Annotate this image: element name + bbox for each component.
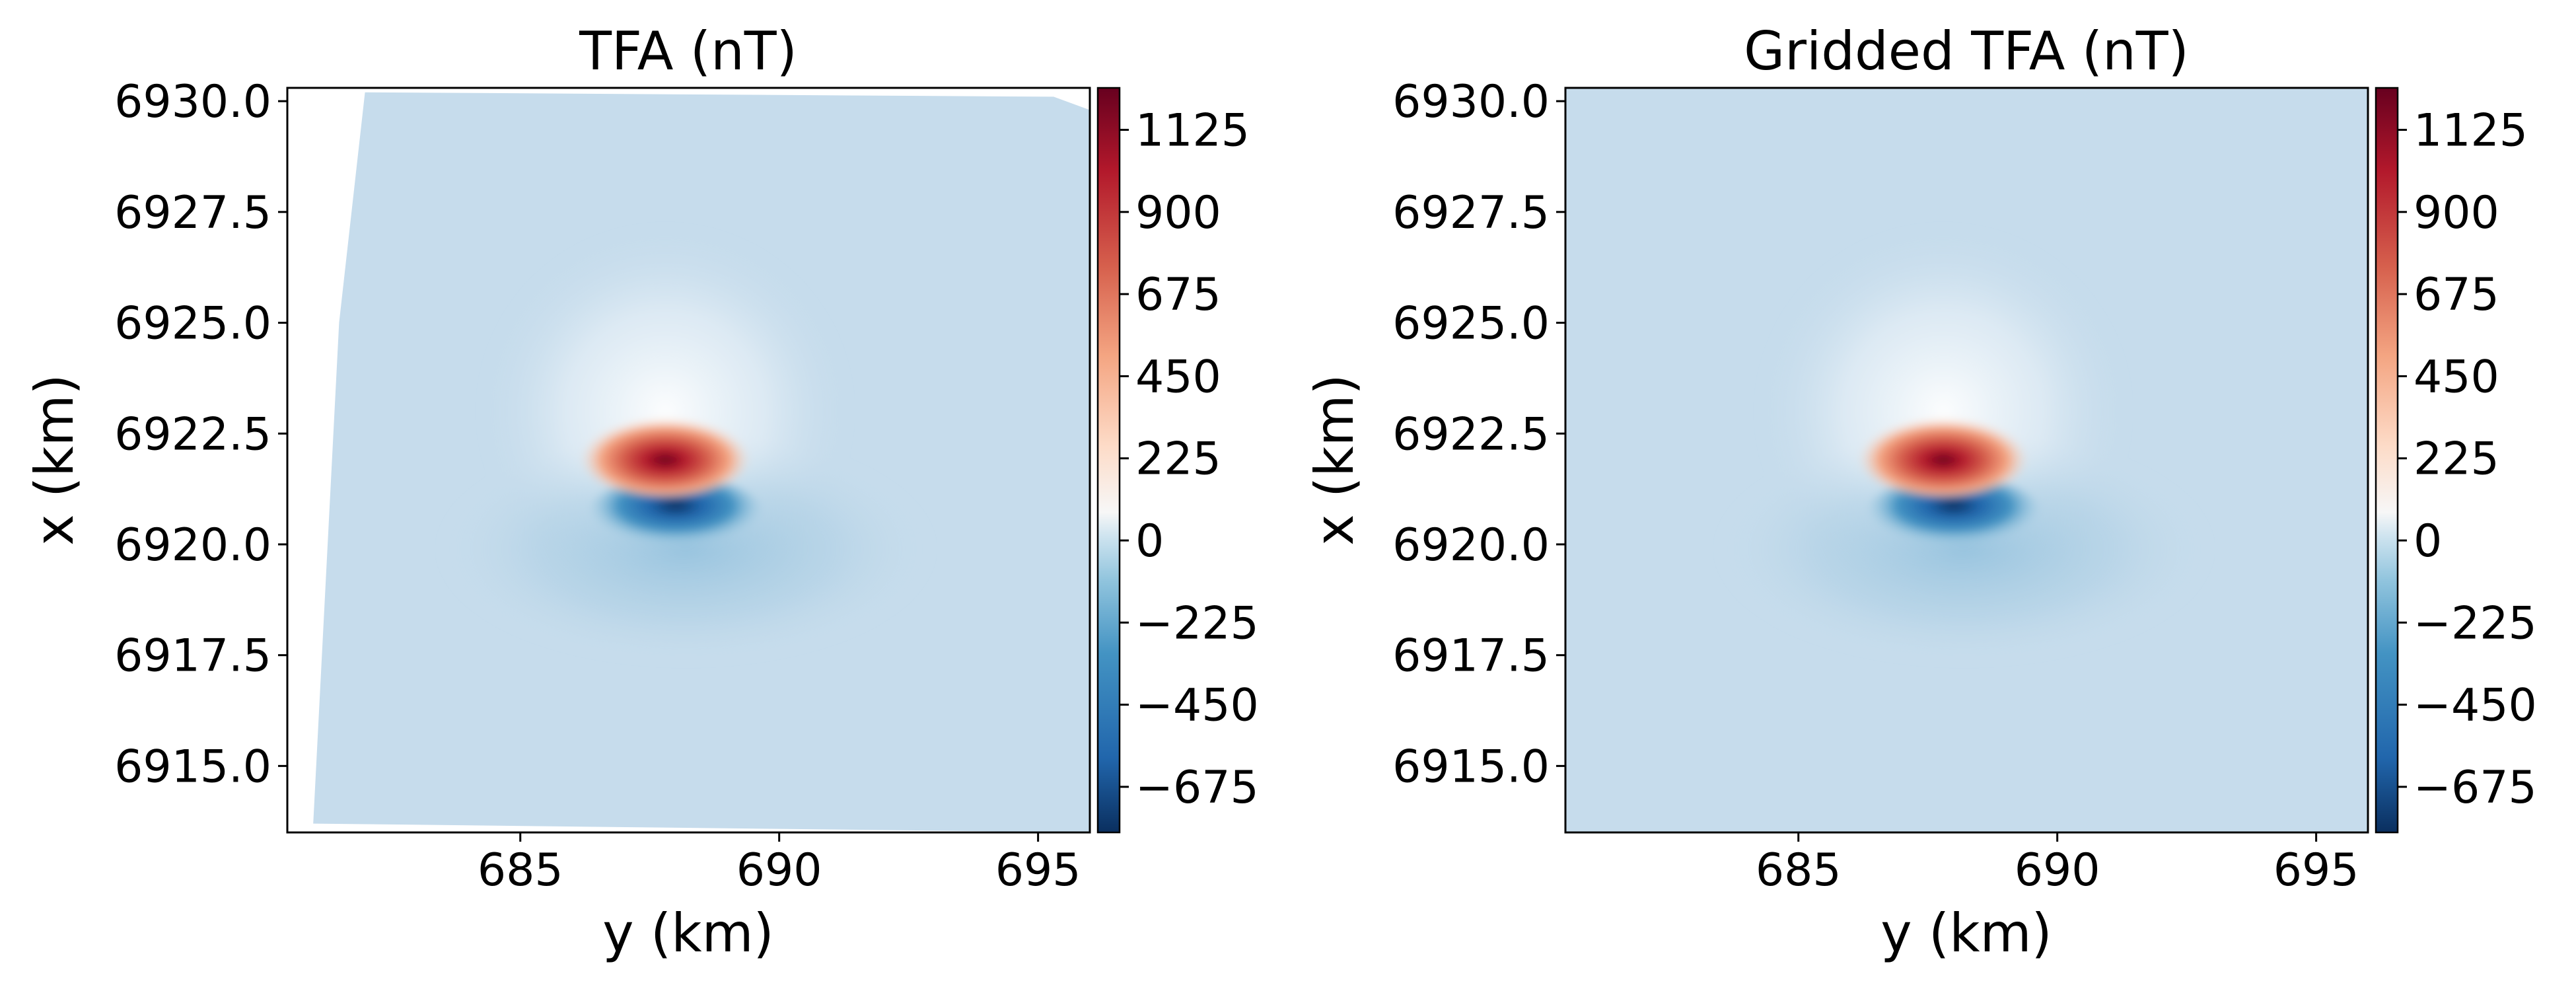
x-axis: 685 690 695 [478, 832, 1081, 897]
y-axis-label: x (km) [1304, 374, 1365, 545]
colorbar-tick-label: 900 [2414, 187, 2499, 239]
x-tick-label: 695 [2273, 844, 2359, 897]
colorbar-tick-label: 900 [1135, 187, 1221, 239]
y-tick-label: 6925.0 [114, 298, 271, 350]
x-axis: 685 690 695 [1756, 832, 2359, 897]
colorbar-ticks: 1125 900 675 450 225 0 −225 −450 −675 [1120, 105, 1259, 814]
y-axis: 6915.0 6917.5 6920.0 6922.5 6925.0 6927.5 6930… [1392, 76, 1565, 793]
x-tick-label: 685 [478, 844, 563, 897]
colorbar-tick-label: 0 [2414, 515, 2442, 568]
y-tick-label: 6917.5 [1392, 630, 1550, 682]
colorbar-tick-label: 0 [1135, 515, 1164, 568]
y-axis-label: x (km) [24, 374, 85, 545]
colorbar-tick-label: −225 [2414, 597, 2537, 649]
positive-anomaly [1857, 414, 2029, 498]
heatmap-area [1565, 88, 2368, 832]
colorbar-tick-label: −675 [2414, 762, 2537, 814]
y-tick-label: 6915.0 [114, 741, 271, 793]
negative-anomaly [587, 475, 764, 552]
colorbar-tick-label: −450 [2414, 680, 2537, 732]
chart-title: Gridded TFA (nT) [1744, 20, 2189, 82]
y-axis: 6915.0 6917.5 6920.0 6922.5 6925.0 6927.5 6930… [114, 76, 287, 793]
colorbar-tick-label: −450 [1135, 680, 1259, 732]
chart-title: TFA (nT) [579, 20, 797, 82]
colorbar: 1125 900 675 450 225 0 −225 −450 −675 [2375, 87, 2537, 834]
colorbar-tick-label: −675 [1135, 762, 1259, 814]
tfa-map-panel: 685 690 695 6915.0 6917.5 6920.0 6922.5 6925.0… [24, 20, 1259, 964]
colorbar-tick-label: 1125 [1135, 105, 1250, 157]
x-axis-label: y (km) [1880, 902, 2052, 964]
colorbar-gradient [2375, 87, 2399, 834]
colorbar-tick-label: 1125 [2414, 105, 2528, 157]
x-axis-label: y (km) [602, 902, 773, 964]
y-tick-label: 6925.0 [1392, 298, 1550, 350]
y-tick-label: 6920.0 [114, 519, 271, 571]
colorbar-gradient [1096, 87, 1121, 834]
positive-anomaly [579, 414, 751, 498]
x-tick-label: 695 [995, 844, 1081, 897]
colorbar-tick-label: 225 [1135, 433, 1221, 486]
colorbar-tick-label: 450 [1135, 351, 1221, 403]
y-tick-label: 6927.5 [1392, 187, 1550, 239]
negative-anomaly [1865, 475, 2042, 552]
axes-frame [1564, 87, 2369, 834]
gridded-tfa-map-panel: 685 690 695 6915.0 6917.5 6920.0 6922.5 6925.0… [1304, 20, 2537, 964]
colorbar-ticks: 1125 900 675 450 225 0 −225 −450 −675 [2398, 105, 2537, 814]
y-tick-label: 6920.0 [1392, 519, 1550, 571]
colorbar-tick-label: 675 [1135, 269, 1221, 321]
x-tick-label: 690 [2015, 844, 2100, 897]
y-tick-label: 6922.5 [1392, 408, 1550, 460]
y-tick-label: 6930.0 [114, 76, 271, 128]
x-tick-label: 685 [1756, 844, 1842, 897]
colorbar-tick-label: 450 [2414, 351, 2499, 403]
axes-frame [286, 87, 1091, 834]
y-tick-label: 6922.5 [114, 408, 271, 460]
y-tick-label: 6930.0 [1392, 76, 1550, 128]
x-tick-label: 690 [736, 844, 822, 897]
colorbar-tick-label: 225 [2414, 433, 2499, 486]
colorbar-tick-label: −225 [1135, 597, 1259, 649]
heatmap-area [287, 88, 1090, 832]
colorbar: 1125 900 675 450 225 0 −225 −450 −675 [1096, 87, 1259, 834]
anomaly-layer [1715, 225, 2213, 665]
y-tick-label: 6917.5 [114, 630, 271, 682]
y-tick-label: 6915.0 [1392, 741, 1550, 793]
anomaly-layer [437, 225, 935, 665]
colorbar-tick-label: 675 [2414, 269, 2499, 321]
y-tick-label: 6927.5 [114, 187, 271, 239]
